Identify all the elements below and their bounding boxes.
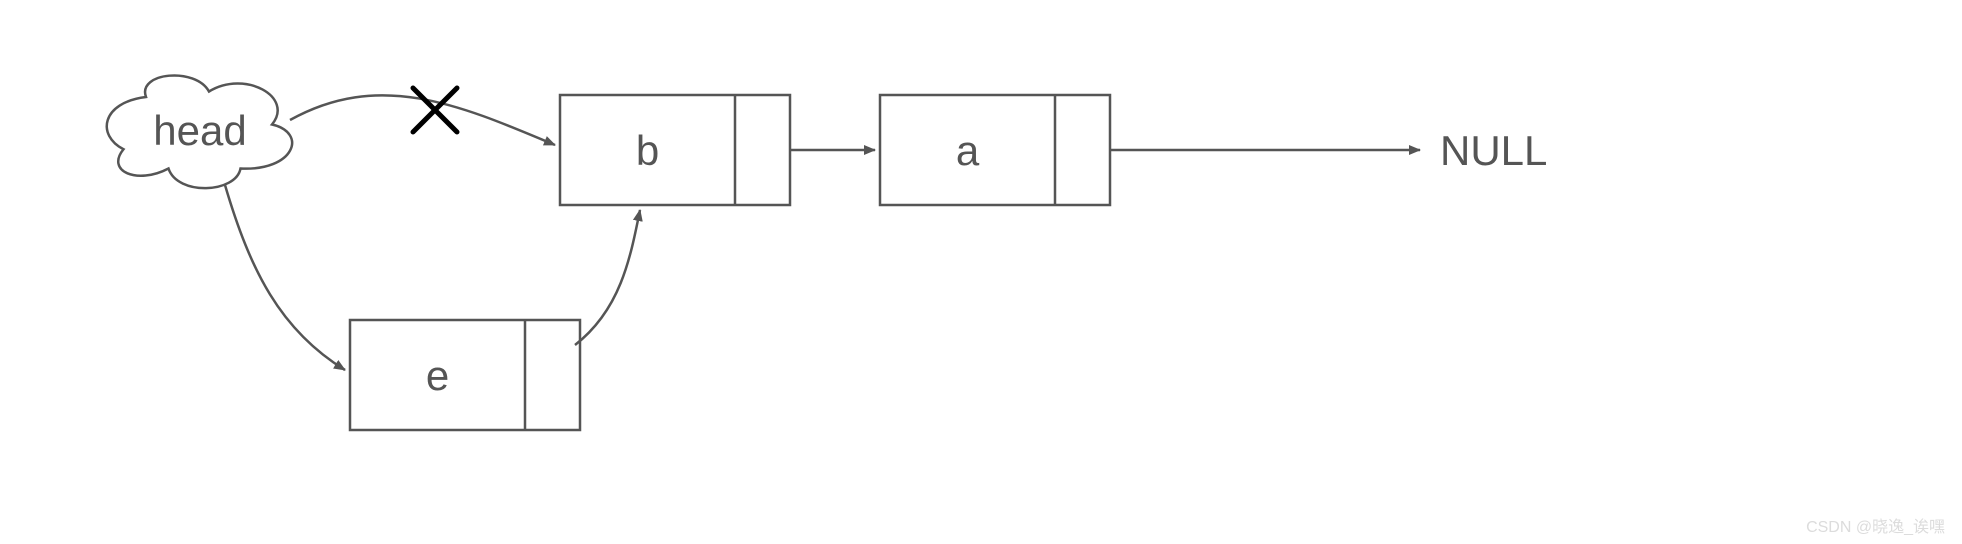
edge-e-to-b	[575, 210, 640, 345]
node-a-label: a	[956, 127, 980, 174]
null-label: NULL	[1440, 127, 1547, 174]
node-e-label: e	[426, 352, 449, 399]
node-b-label: b	[636, 127, 659, 174]
head-label: head	[153, 107, 246, 154]
edge-head-to-e	[225, 185, 345, 370]
node-a: a	[880, 95, 1110, 205]
node-b: b	[560, 95, 790, 205]
watermark: CSDN @晓逸_诶嘿	[1806, 518, 1945, 536]
node-e: e	[350, 320, 580, 430]
linked-list-diagram: head b a e NULL CSDN @晓逸_诶嘿	[0, 0, 1962, 544]
